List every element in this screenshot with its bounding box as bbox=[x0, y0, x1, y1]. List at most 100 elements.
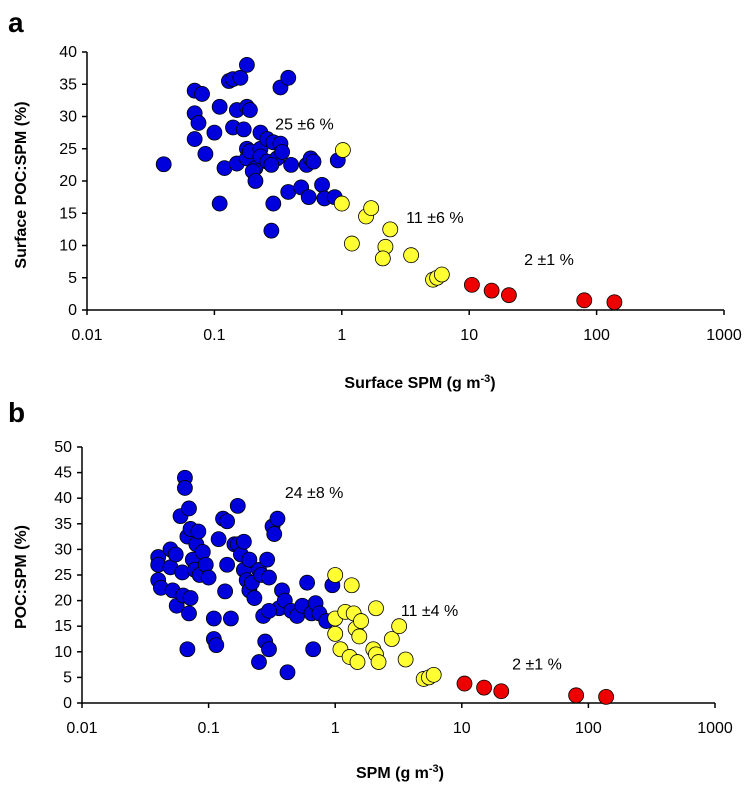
data-point bbox=[576, 292, 593, 309]
data-point bbox=[211, 195, 228, 212]
data-point bbox=[353, 613, 369, 629]
data-point bbox=[483, 282, 500, 299]
data-point bbox=[266, 526, 283, 542]
data-point bbox=[425, 666, 442, 683]
data-point bbox=[235, 121, 252, 138]
data-point bbox=[382, 221, 399, 238]
panel-b-x-label: SPM (g m-3) bbox=[356, 763, 444, 782]
data-point bbox=[167, 546, 184, 563]
panel-b-x-ticks: 0.01 0.1 1 10 100 1000 bbox=[66, 703, 733, 737]
data-point bbox=[343, 577, 360, 594]
x-tick-label: 1000 bbox=[706, 327, 742, 344]
data-point bbox=[232, 69, 249, 86]
data-point bbox=[155, 156, 172, 173]
data-point bbox=[397, 651, 414, 668]
data-point bbox=[246, 590, 263, 606]
data-point bbox=[300, 189, 317, 206]
y-tick-label: 35 bbox=[59, 76, 77, 93]
data-point bbox=[349, 654, 366, 670]
data-point bbox=[210, 531, 227, 548]
data-point bbox=[493, 683, 510, 700]
data-point bbox=[217, 583, 234, 600]
data-point bbox=[327, 567, 344, 583]
y-tick-label: 50 bbox=[54, 439, 72, 456]
data-point bbox=[261, 641, 277, 658]
data-point bbox=[280, 69, 297, 86]
x-tick-label: 0.1 bbox=[203, 327, 225, 344]
y-tick-label: 30 bbox=[54, 541, 72, 558]
x-tick-label: 100 bbox=[575, 720, 602, 737]
y-tick-label: 30 bbox=[59, 109, 77, 126]
data-point bbox=[206, 124, 223, 141]
annotation-label: 11 ±4 % bbox=[401, 603, 458, 620]
data-point bbox=[219, 513, 235, 530]
y-tick-label: 25 bbox=[54, 567, 72, 584]
panel-a-x-ticks: 0.01 0.1 1 10 100 1000 bbox=[71, 310, 742, 344]
panel-a-y-label: Surface POC:SPM (%) bbox=[13, 101, 30, 268]
data-point bbox=[456, 675, 473, 692]
x-tick-label: 100 bbox=[583, 327, 610, 344]
data-point bbox=[279, 664, 296, 681]
x-tick-label: 10 bbox=[453, 720, 471, 737]
data-point bbox=[179, 641, 196, 658]
y-tick-label: 0 bbox=[63, 695, 72, 712]
data-point bbox=[263, 156, 280, 173]
data-point bbox=[351, 628, 368, 645]
panel-a-y-ticks: 0 5 10 15 20 25 30 35 40 bbox=[59, 44, 87, 319]
data-point bbox=[239, 57, 255, 73]
y-tick-label: 5 bbox=[68, 270, 77, 287]
annotation-label: 25 ±6 % bbox=[275, 116, 334, 133]
data-point bbox=[305, 153, 322, 170]
data-point bbox=[197, 556, 214, 573]
data-point bbox=[200, 569, 217, 586]
y-tick-label: 20 bbox=[59, 173, 77, 190]
panel-a-x-label: Surface SPM (g m-3) bbox=[344, 373, 495, 392]
data-point bbox=[265, 195, 282, 212]
panel-b-points bbox=[150, 469, 615, 705]
data-point bbox=[190, 115, 207, 131]
data-point bbox=[370, 654, 387, 670]
y-tick-label: 25 bbox=[59, 141, 77, 158]
data-point bbox=[222, 610, 239, 627]
data-point bbox=[299, 574, 316, 591]
data-point bbox=[181, 605, 197, 622]
annotation-label: 11 ±6 % bbox=[406, 210, 463, 227]
data-point bbox=[242, 102, 258, 118]
data-point bbox=[235, 533, 252, 550]
x-tick-label: 0.01 bbox=[66, 720, 97, 737]
panel-a-annotations: 25 ±6 % 11 ±6 % 2 ±1 % bbox=[275, 116, 574, 268]
data-point bbox=[403, 247, 420, 264]
y-tick-label: 20 bbox=[54, 593, 72, 610]
data-point bbox=[334, 142, 351, 158]
data-point bbox=[229, 497, 246, 514]
data-point bbox=[333, 195, 350, 212]
y-tick-label: 0 bbox=[68, 302, 77, 319]
data-point bbox=[343, 235, 360, 252]
data-point bbox=[314, 176, 330, 193]
data-point bbox=[363, 200, 380, 216]
data-point bbox=[190, 523, 207, 540]
y-tick-label: 15 bbox=[54, 618, 72, 635]
x-tick-label: 1 bbox=[331, 720, 340, 737]
x-tick-label: 0.1 bbox=[197, 720, 219, 737]
data-point bbox=[305, 641, 322, 658]
data-point bbox=[269, 510, 286, 527]
annotation-label: 2 ±1 % bbox=[524, 252, 574, 269]
data-point bbox=[259, 551, 276, 568]
panel-b-label: b bbox=[8, 397, 25, 428]
panel-b-y-ticks: 0 5 10 15 20 25 30 35 40 45 50 bbox=[54, 439, 82, 712]
data-point bbox=[374, 250, 391, 267]
panel-b-y-label: POC:SPM (%) bbox=[13, 525, 30, 629]
x-tick-label: 10 bbox=[460, 327, 478, 344]
data-point bbox=[261, 602, 277, 619]
data-point bbox=[182, 590, 199, 606]
data-point bbox=[251, 654, 267, 670]
data-point bbox=[606, 294, 623, 311]
y-tick-label: 45 bbox=[54, 465, 72, 482]
data-point bbox=[283, 156, 300, 173]
y-tick-label: 5 bbox=[63, 669, 72, 686]
data-point bbox=[181, 500, 197, 517]
x-tick-label: 1 bbox=[337, 327, 346, 344]
data-point bbox=[186, 131, 203, 147]
